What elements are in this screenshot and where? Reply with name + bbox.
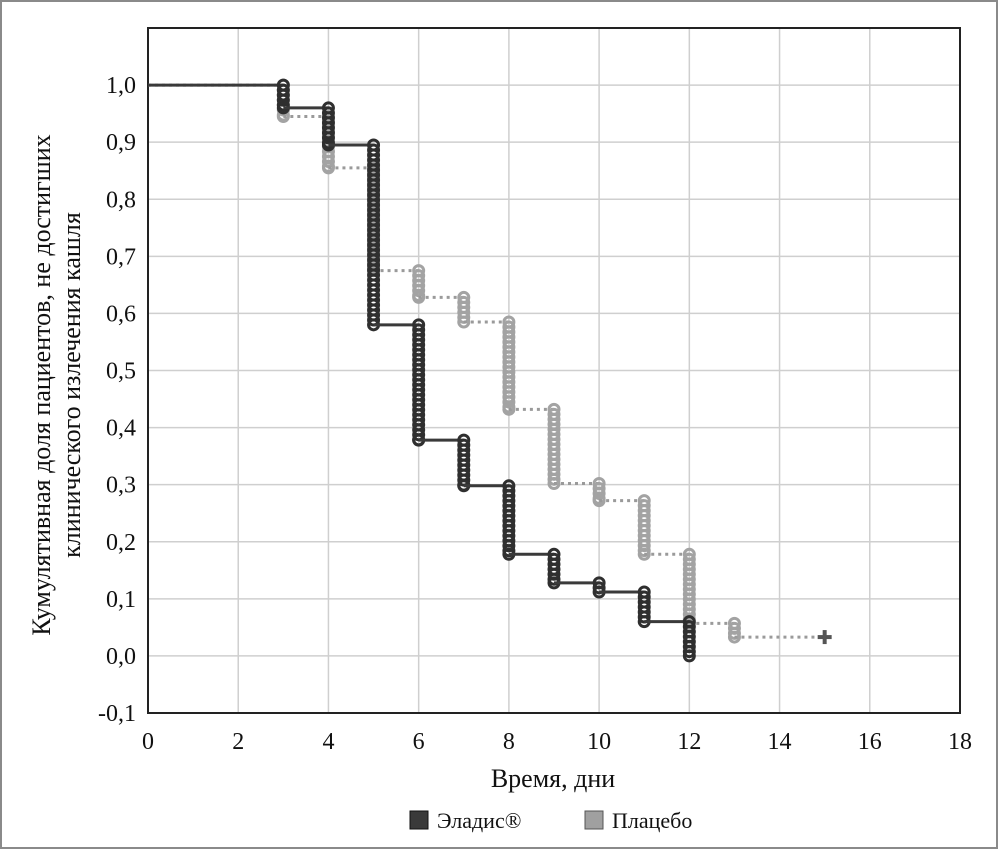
- x-tick-label: 0: [142, 729, 154, 755]
- x-tick-label: 6: [413, 729, 425, 755]
- x-tick-label: 10: [587, 729, 611, 755]
- y-tick-label: 0,2: [106, 530, 136, 556]
- event-markers: [321, 101, 335, 152]
- event-markers: [637, 585, 651, 629]
- y-tick-label: 0,8: [106, 187, 136, 213]
- y-tick-label: -0,1: [98, 701, 136, 727]
- x-tick-label: 4: [322, 729, 334, 755]
- event-markers: [457, 433, 471, 493]
- event-marker: [502, 395, 516, 409]
- event-marker: [592, 487, 606, 501]
- event-marker: [682, 645, 696, 659]
- event-marker: [502, 402, 516, 416]
- event-markers: [457, 290, 471, 329]
- event-marker: [412, 290, 426, 304]
- y-tick-label: 0,5: [106, 359, 136, 385]
- event-marker: [321, 161, 335, 175]
- series-layer: [148, 78, 832, 663]
- event-marker: [321, 131, 335, 145]
- series-eladis: [148, 78, 696, 663]
- y-tick-label: 0,6: [106, 301, 136, 327]
- legend-label-placebo: Плацебо: [612, 808, 692, 833]
- x-tick-label: 2: [232, 729, 244, 755]
- event-markers: [592, 477, 606, 508]
- event-marker: [457, 315, 471, 329]
- y-axis-label-line2: клинического излечения кашля: [57, 212, 86, 558]
- event-marker: [592, 494, 606, 508]
- plot-border: [147, 27, 961, 714]
- event-marker: [412, 284, 426, 298]
- event-markers: [502, 315, 516, 416]
- y-tick-label: 0,9: [106, 130, 136, 156]
- event-markers: [547, 402, 561, 491]
- y-axis-label-line1: Кумулятивная доля пациентов, не достигши…: [27, 134, 56, 635]
- y-tick-label: 0,0: [106, 644, 136, 670]
- legend: Эладис® Плацебо: [409, 808, 692, 833]
- x-axis-ticks: 0 2 4 6 8 10 12 14 16 18: [142, 729, 972, 755]
- x-tick-label: 12: [677, 729, 701, 755]
- x-tick-label: 14: [768, 729, 792, 755]
- event-marker: [276, 93, 290, 107]
- event-markers: [727, 616, 741, 644]
- event-markers: [592, 576, 606, 599]
- y-tick-label: 1,0: [106, 73, 136, 99]
- x-axis-label: Время, дни: [491, 764, 615, 793]
- event-markers: [367, 138, 381, 332]
- x-tick-label: 16: [858, 729, 882, 755]
- legend-swatch-eladis: [409, 810, 429, 830]
- y-tick-label: 0,4: [106, 416, 136, 442]
- event-markers: [682, 615, 696, 663]
- x-tick-label: 8: [503, 729, 515, 755]
- series-placebo: [148, 78, 832, 645]
- y-tick-label: 0,1: [106, 587, 136, 613]
- x-tick-label: 18: [948, 729, 972, 755]
- grid-lines: [148, 28, 960, 714]
- y-axis-ticks: -0,1 0,0 0,1 0,2 0,3 0,4 0,5 0,6 0,7 0,8 0,9 1,0: [98, 73, 136, 727]
- legend-swatch-placebo: [584, 810, 604, 830]
- y-tick-label: 0,3: [106, 473, 136, 499]
- legend-label-eladis: Эладис®: [437, 808, 521, 833]
- y-tick-label: 0,7: [106, 244, 136, 270]
- event-markers: [502, 479, 516, 561]
- event-marker: [547, 477, 561, 491]
- event-markers: [637, 494, 651, 561]
- event-marker: [637, 547, 651, 561]
- event-markers: [547, 547, 561, 590]
- event-marker: [682, 649, 696, 663]
- event-marker: [727, 630, 741, 644]
- event-markers: [412, 264, 426, 304]
